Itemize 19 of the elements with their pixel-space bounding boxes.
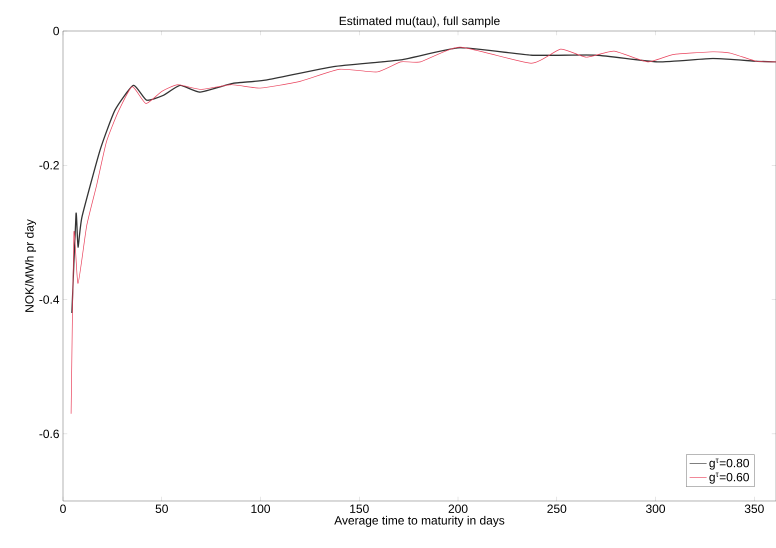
y-tick-label: -0.2 [39,161,59,170]
x-tick-label: 200 [448,504,468,513]
y-tick-label: -0.4 [39,295,60,304]
y-axis-title: NOK/MWh pr day [24,219,36,312]
x-tick-label: 250 [547,504,566,513]
line-series [70,46,776,414]
x-tick-label: 50 [156,504,168,513]
legend-label: g$^{τ}$=0.60 [709,472,749,484]
y-tick-label: -0.6 [39,430,59,438]
legend-label: g$^{τ}$=0.80 [709,458,749,470]
y-tick-label: 0 [53,26,60,36]
x-axis-title: Average time to maturity in days [334,516,504,527]
x-tick-label: 350 [744,504,764,513]
x-tick-label: 0 [60,504,66,513]
chart-title: Estimated mu(tau), full sample [340,16,500,28]
x-tick-label: 300 [646,504,666,513]
line-series [71,47,776,314]
x-tick-label: 150 [350,504,369,513]
x-tick-label: 100 [251,504,270,513]
